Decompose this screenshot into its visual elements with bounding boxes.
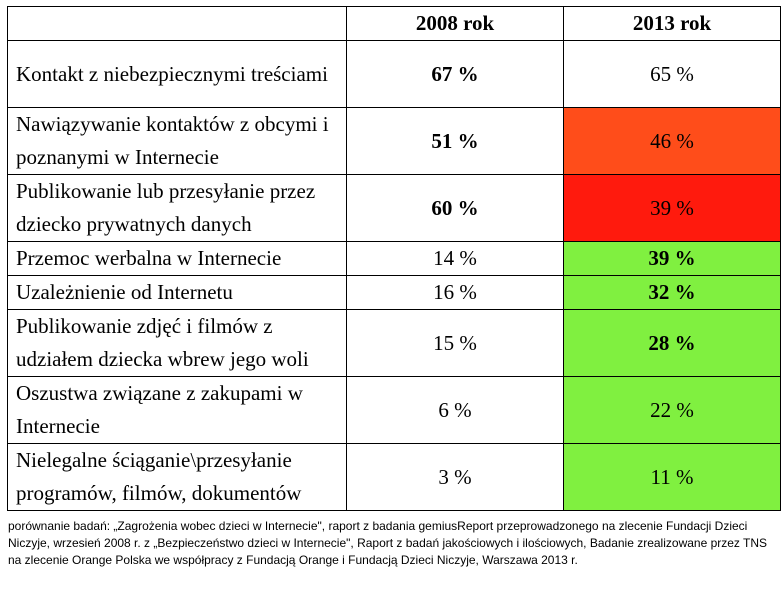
value-2008: 14 % [346,241,564,276]
table-row: Oszustwa związane z zakupami w Interneci… [7,376,781,444]
table-body: Kontakt z niebezpiecznymi treściami 67 % 6… [7,40,781,511]
value-2013: 32 % [563,275,781,310]
header-cell-2013: 2013 rok [563,6,781,41]
row-label: Nielegalne ściąganie\przesyłanie program… [7,443,347,511]
value-2008: 6 % [346,376,564,444]
table-row: Kontakt z niebezpiecznymi treściami 67 % 6… [7,40,781,108]
value-2013: 39 % [563,174,781,242]
row-label: Kontakt z niebezpiecznymi treściami [7,40,347,108]
value-2008: 16 % [346,275,564,310]
value-2013: 28 % [563,309,781,377]
value-2013: 22 % [563,376,781,444]
row-label: Uzależnienie od Internetu [7,275,347,310]
comparison-table: 2008 rok 2013 rok Kontakt z niebezpieczn… [7,6,781,511]
row-label: Nawiązywanie kontaktów z obcymi i poznan… [7,107,347,175]
header-row: 2008 rok 2013 rok [7,6,781,41]
value-2008: 67 % [346,40,564,108]
value-2013: 11 % [563,443,781,511]
row-label: Oszustwa związane z zakupami w Interneci… [7,376,347,444]
header-cell-label [7,6,347,41]
value-2013: 46 % [563,107,781,175]
table-row: Publikowanie lub przesyłanie przez dziec… [7,174,781,242]
value-2013: 39 % [563,241,781,276]
value-2008: 60 % [346,174,564,242]
table-row: Uzależnienie od Internetu 16 % 32 % [7,275,781,310]
row-label: Publikowanie lub przesyłanie przez dziec… [7,174,347,242]
table-row: Nielegalne ściąganie\przesyłanie program… [7,443,781,511]
value-2013: 65 % [563,40,781,108]
table-row: Nawiązywanie kontaktów z obcymi i poznan… [7,107,781,175]
header-cell-2008: 2008 rok [346,6,564,41]
source-footnote: porównanie badań: „Zagrożenia wobec dzie… [8,519,768,567]
row-label: Publikowanie zdjęć i filmów z udziałem d… [7,309,347,377]
value-2008: 15 % [346,309,564,377]
row-label: Przemoc werbalna w Internecie [7,241,347,276]
value-2008: 3 % [346,443,564,511]
value-2008: 51 % [346,107,564,175]
table-row: Publikowanie zdjęć i filmów z udziałem d… [7,309,781,377]
table-row: Przemoc werbalna w Internecie 14 % 39 % [7,241,781,276]
